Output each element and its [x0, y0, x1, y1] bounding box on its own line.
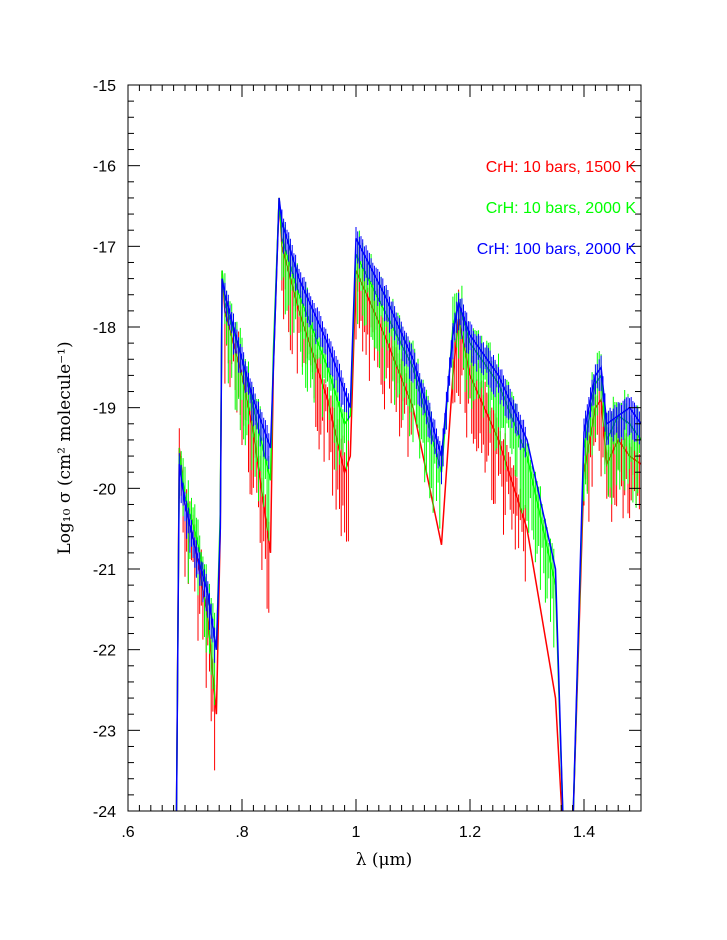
y-tick-label: -18	[93, 320, 116, 337]
y-tick-label: -21	[93, 562, 116, 579]
x-tick-label: 1.4	[573, 824, 595, 841]
x-tick-label: .8	[235, 824, 248, 841]
y-tick-label: -24	[93, 804, 116, 821]
plot-frame	[127, 84, 642, 812]
legend-entry: CrH: 100 bars, 2000 K	[477, 241, 637, 258]
series-lines-texture	[178, 209, 640, 663]
x-tick-label: 1.2	[459, 824, 481, 841]
series-lines-texture	[178, 220, 640, 706]
legend-entry: CrH: 10 bars, 2000 K	[486, 200, 637, 217]
y-tick-labels: -15 -16 -17 -18 -19 -20 -21 -22 -23 -24	[93, 78, 116, 821]
legend: CrH: 10 bars, 1500 K CrH: 10 bars, 2000 K…	[477, 159, 637, 258]
x-axis-title: λ (μm)	[356, 850, 413, 870]
y-tick-label: -16	[93, 159, 116, 176]
y-tick-label: -22	[93, 643, 116, 660]
y-axis-title: Log₁₀ σ (cm² molecule⁻¹)	[55, 341, 75, 554]
series-line	[175, 197, 641, 811]
x-tick-labels: .6 .8 1 1.2 1.4	[121, 824, 595, 841]
x-tick-label: 1	[352, 824, 361, 841]
y-tick-label: -15	[93, 78, 116, 95]
series-line	[175, 197, 641, 811]
x-tick-label: .6	[121, 824, 134, 841]
y-tick-label: -17	[93, 239, 116, 256]
series-layer	[175, 197, 641, 811]
series-line	[175, 197, 641, 811]
legend-entry: CrH: 10 bars, 1500 K	[486, 159, 637, 176]
tick-marks	[127, 84, 642, 812]
y-tick-label: -19	[93, 401, 116, 418]
y-tick-label: -23	[93, 723, 116, 740]
series-lines-texture	[178, 224, 640, 771]
y-tick-label: -20	[93, 481, 116, 498]
